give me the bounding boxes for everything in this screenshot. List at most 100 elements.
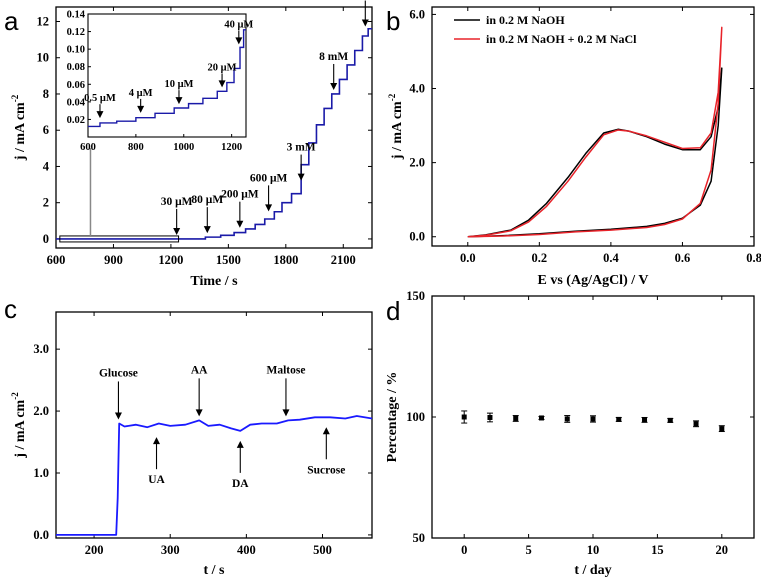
- c-annotation-arrow-head: [195, 409, 203, 417]
- a-ytick-label: 0: [43, 232, 49, 246]
- a-xtick-label: 900: [104, 253, 123, 267]
- b-x-axis-title: E vs (Ag/AgCl) / V: [538, 273, 649, 288]
- d-data-point: [642, 417, 648, 423]
- d-data-point: [616, 416, 622, 422]
- c-ytick-label: 2.0: [33, 404, 49, 418]
- b-series-line-1: [467, 67, 723, 238]
- panel-label-c: c: [4, 294, 17, 324]
- d-ytick-label: 100: [406, 410, 425, 424]
- a-inset-annotation-arrow-head: [235, 37, 243, 45]
- d-data-point: [487, 414, 493, 420]
- a-ytick-label: 10: [37, 51, 50, 65]
- panel-label-d: d: [386, 296, 400, 326]
- b-xtick-label: 0.2: [532, 251, 548, 265]
- a-xtick-label: 1200: [158, 253, 183, 267]
- a-annotation-arrow-head: [203, 226, 211, 234]
- c-plot-frame: [55, 311, 373, 539]
- d-ytick-label: 50: [413, 531, 426, 545]
- a-inset-xtick-label: 1000: [173, 142, 194, 153]
- a-inset-annotation-label: 10 μM: [164, 79, 193, 90]
- a-ytick-label: 8: [43, 87, 49, 101]
- a-xtick-label: 1800: [273, 253, 298, 267]
- a-inset-ytick-label: 0.08: [67, 62, 85, 73]
- y-axis-title-superscript: -2: [10, 94, 20, 102]
- d-xtick-label: 20: [716, 543, 729, 557]
- a-inset-ytick-label: 0.06: [67, 80, 85, 91]
- y-axis-title: Percentage / %: [385, 372, 400, 463]
- a-inset-ytick-label: 0.10: [67, 45, 85, 56]
- panel-d: 0 5 10 15 20 50 100 150 t / day Percentage / %: [385, 289, 755, 578]
- c-annotation-arrow-head: [236, 440, 244, 448]
- b-legend-label-1: in 0.2 M NaOH: [486, 13, 565, 27]
- c-annotation-arrow-head: [282, 409, 290, 417]
- y-axis-title: j / mA cm-2: [10, 392, 28, 459]
- c-annotation-label: Sucrose: [307, 464, 345, 476]
- a-annotation-label: 8 mM: [319, 51, 348, 63]
- c-annotation-label: DA: [232, 478, 249, 490]
- c-annotation-label: AA: [191, 364, 208, 376]
- b-series-line-2: [467, 26, 723, 238]
- d-data-point: [461, 414, 467, 420]
- d-ytick-label: 150: [406, 289, 425, 303]
- a-ytick-label: 6: [43, 123, 49, 137]
- d-xtick-label: 15: [651, 543, 664, 557]
- panel-b: 0.0 0.2 0.4 0.6 0.8 0.0 2.0 4.0 6.0 E vs (Ag/AgCl…: [387, 6, 761, 288]
- a-inset-annotation-label: 40 μM: [224, 19, 253, 30]
- panel-label-a: a: [4, 6, 19, 36]
- b-ytick-label: 6.0: [409, 7, 425, 21]
- a-inset-annotation-arrow-head: [218, 80, 226, 88]
- a-xtick-label: 1500: [216, 253, 241, 267]
- a-inset-annotation-arrow-head: [96, 111, 104, 119]
- c-ytick-label: 0.0: [33, 528, 49, 542]
- d-xtick-label: 10: [587, 543, 600, 557]
- a-ytick-label: 2: [43, 196, 49, 210]
- b-ytick-label: 2.0: [409, 156, 425, 170]
- panel-label-b: b: [386, 6, 400, 36]
- panel-c: 200 300 400 500 0.0 1.0 2.0 3.0 t / s j / mA cm-2…: [10, 311, 373, 578]
- b-xtick-label: 0.0: [460, 251, 476, 265]
- a-annotation-arrow-head: [361, 19, 369, 27]
- a-inset-annotation-arrow-head: [175, 97, 183, 105]
- b-xtick-label: 0.6: [675, 251, 691, 265]
- c-annotation-label: Maltose: [266, 364, 305, 376]
- a-inset-ytick-label: 0.14: [67, 10, 86, 21]
- a-inset-xtick-label: 1200: [221, 142, 242, 153]
- c-xtick-label: 300: [161, 543, 180, 557]
- c-annotation-label: Glucose: [99, 367, 138, 379]
- a-annotation-arrow-head: [236, 220, 244, 228]
- d-x-axis-title: t / day: [574, 563, 611, 578]
- c-ytick-label: 3.0: [33, 342, 49, 356]
- a-annotation-label: 80 μM: [191, 194, 223, 206]
- a-plot-frame: [55, 6, 373, 249]
- d-data-point: [693, 421, 699, 427]
- b-ytick-label: 4.0: [409, 82, 425, 96]
- b-legend-label-2: in 0.2 M NaOH + 0.2 M NaCl: [486, 32, 637, 46]
- a-zoom-region: [59, 235, 180, 243]
- a-inset-ytick-label: 0.02: [67, 115, 85, 126]
- a-inset-xtick-label: 600: [80, 142, 96, 153]
- b-xtick-label: 0.4: [603, 251, 619, 265]
- a-annotation-label: 3 mM: [287, 142, 316, 154]
- a-inset-annotation-label: 4 μM: [129, 88, 153, 99]
- c-annotation-label: UA: [148, 474, 165, 486]
- y-axis-title-superscript: -2: [10, 392, 20, 400]
- a-annotation-arrow-head: [330, 82, 338, 90]
- c-annotation-arrow-head: [322, 427, 330, 435]
- y-axis-title-superscript: -2: [387, 93, 397, 101]
- a-annotation-arrow-head: [173, 227, 181, 235]
- a-inset-annotation-label: 20 μM: [208, 62, 237, 73]
- a-annotation-label: 200 μM: [221, 189, 259, 201]
- d-data-point: [538, 415, 544, 421]
- a-ytick-label: 4: [43, 159, 50, 173]
- a-xtick-label: 600: [47, 253, 66, 267]
- a-xtick-label: 2100: [331, 253, 356, 267]
- c-annotation-arrow-head: [114, 412, 122, 420]
- d-xtick-label: 5: [525, 543, 531, 557]
- a-inset-annotation-arrow-head: [137, 105, 145, 113]
- a-annotation-arrow-head: [265, 204, 273, 212]
- a-inset-ytick-label: 0.12: [67, 27, 85, 38]
- d-data-point: [564, 416, 570, 422]
- a-ytick-label: 12: [37, 14, 50, 28]
- panel-a: 600 900 1200 1500 1800 2100 0 2 4 6 8 10 12 Time / s j…: [10, 0, 373, 289]
- d-data-point: [719, 426, 725, 432]
